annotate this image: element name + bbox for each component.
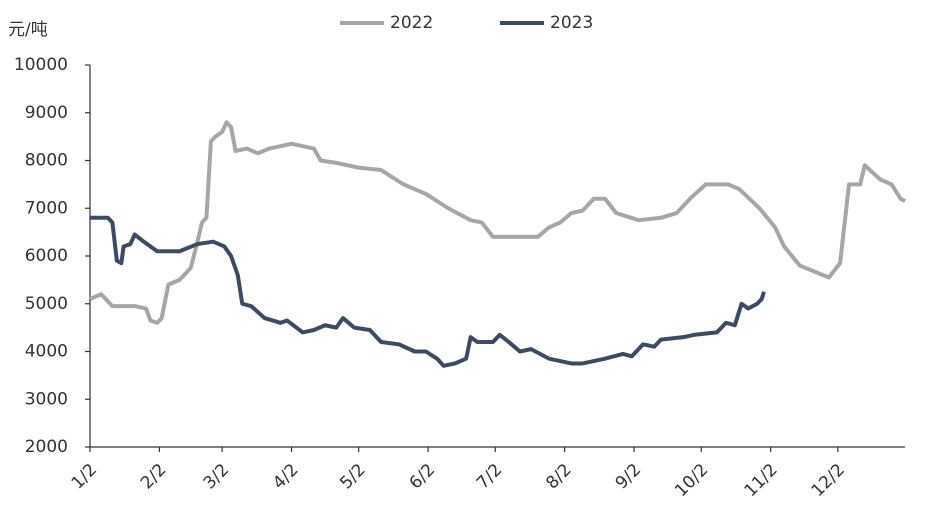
x-tick-label: 3/2 xyxy=(200,460,233,493)
y-tick-label: 9000 xyxy=(25,103,68,123)
x-tick-label: 6/2 xyxy=(406,460,439,493)
y-tick-label: 5000 xyxy=(25,294,68,314)
y-axis-label: 元/吨 xyxy=(8,20,48,40)
x-tick-label: 8/2 xyxy=(542,460,575,493)
y-tick-label: 2000 xyxy=(25,437,68,457)
x-tick-label: 2/2 xyxy=(137,460,170,493)
x-tick-label: 7/2 xyxy=(473,460,506,493)
line xyxy=(89,120,906,325)
x-tick-label: 1/2 xyxy=(68,460,101,493)
y-tick-label: 10000 xyxy=(14,55,68,75)
y-tick-label: 6000 xyxy=(25,246,68,266)
legend-label: 2023 xyxy=(550,13,593,33)
y-tick-label: 8000 xyxy=(25,151,68,171)
x-tick-label: 10/2 xyxy=(671,460,712,501)
x-tick-label: 4/2 xyxy=(269,460,302,493)
y-tick-label: 4000 xyxy=(25,342,68,362)
x-tick-label: 9/2 xyxy=(612,460,645,493)
x-tick-label: 5/2 xyxy=(336,460,369,493)
x-tick-label: 11/2 xyxy=(741,460,782,501)
legend-label: 2022 xyxy=(390,13,433,33)
y-tick-label: 7000 xyxy=(25,198,68,218)
x-tick-label: 12/2 xyxy=(808,460,849,501)
line xyxy=(90,215,766,368)
y-tick-label: 3000 xyxy=(25,389,68,409)
